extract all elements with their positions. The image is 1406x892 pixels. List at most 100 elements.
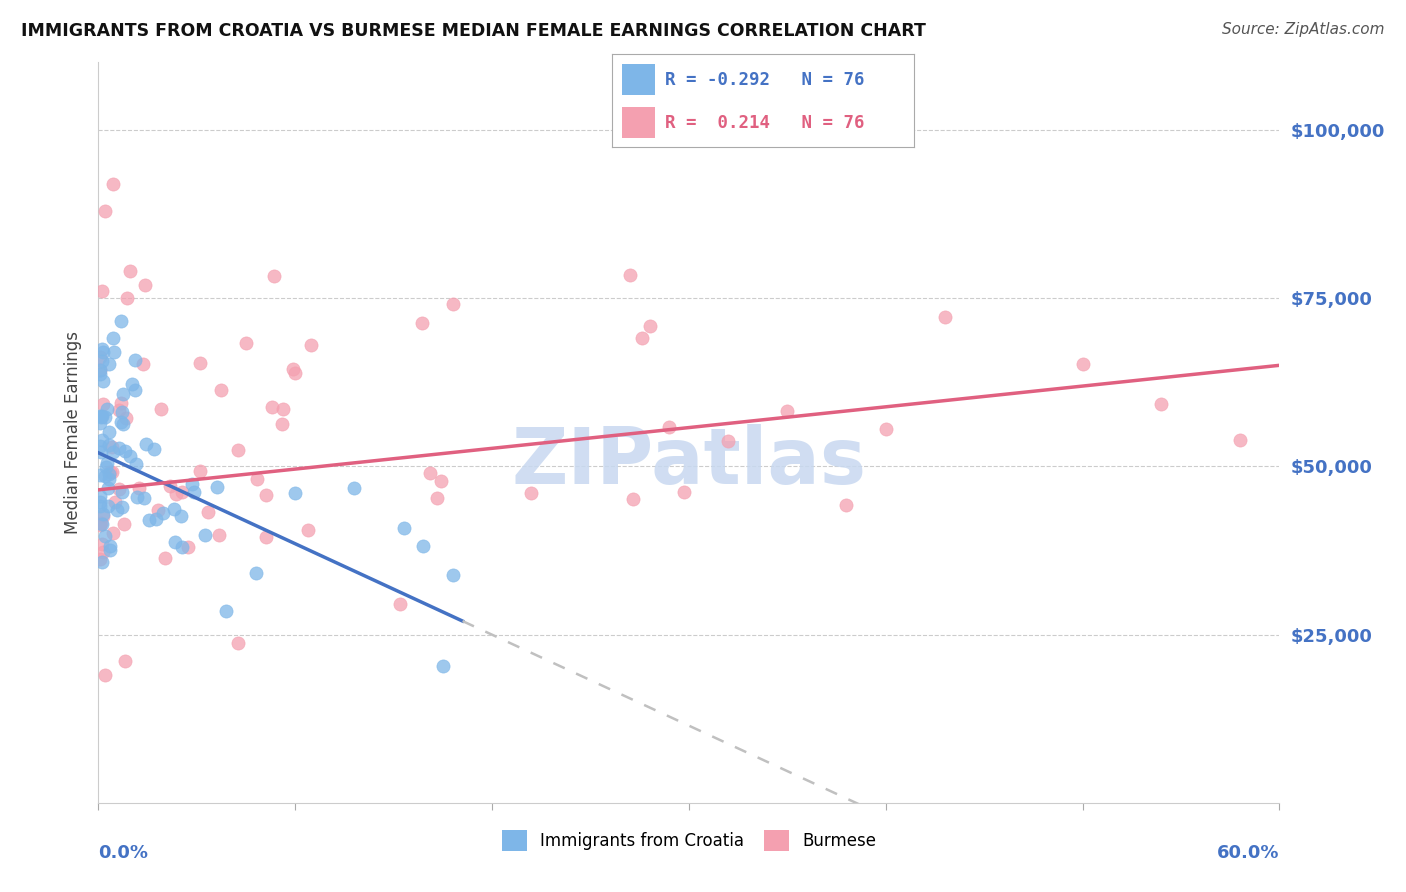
Point <box>89 363 111 377</box>
Point <box>114 517 136 532</box>
Point <box>118 450 141 464</box>
Point <box>110 485 132 500</box>
Point <box>121 376 143 391</box>
Point <box>208 528 231 542</box>
Point <box>215 604 238 618</box>
Point <box>389 598 412 612</box>
Point <box>111 405 134 419</box>
Point <box>194 528 217 542</box>
Point <box>91 508 114 523</box>
Point <box>254 531 277 545</box>
Point <box>98 539 121 553</box>
Point <box>1071 357 1094 371</box>
Point <box>103 525 125 540</box>
Point <box>118 264 141 278</box>
Point <box>124 353 146 368</box>
Point <box>94 668 117 682</box>
Point <box>392 521 415 535</box>
Point <box>205 480 228 494</box>
Point <box>94 460 117 475</box>
Point <box>101 177 124 191</box>
Point <box>91 285 114 299</box>
Bar <box>623 107 655 138</box>
Text: Source: ZipAtlas.com: Source: ZipAtlas.com <box>1222 22 1385 37</box>
Point <box>98 543 121 558</box>
Point <box>135 437 157 451</box>
Point <box>108 403 131 417</box>
Point <box>98 425 121 440</box>
Point <box>91 555 114 569</box>
Point <box>110 314 132 328</box>
Text: ZIPatlas: ZIPatlas <box>512 425 866 500</box>
Point <box>101 465 124 479</box>
Point <box>125 490 148 504</box>
Point <box>934 310 956 324</box>
Point <box>114 444 136 458</box>
Point <box>621 492 644 507</box>
Point <box>132 491 155 505</box>
Point <box>188 464 211 478</box>
Point <box>284 366 307 380</box>
Point <box>284 485 307 500</box>
Point <box>1150 396 1173 410</box>
Point <box>441 297 464 311</box>
Point <box>91 374 114 388</box>
Point <box>94 203 117 218</box>
Point <box>181 476 204 491</box>
Point <box>1229 433 1251 447</box>
Point <box>91 507 114 521</box>
Point <box>835 498 858 512</box>
Point <box>172 484 194 499</box>
Point <box>90 433 112 447</box>
Point <box>97 499 120 513</box>
Text: 60.0%: 60.0% <box>1218 844 1279 862</box>
Point <box>429 474 451 488</box>
Point <box>520 485 543 500</box>
Point <box>91 342 114 356</box>
Point <box>246 472 269 486</box>
Text: IMMIGRANTS FROM CROATIA VS BURMESE MEDIAN FEMALE EARNINGS CORRELATION CHART: IMMIGRANTS FROM CROATIA VS BURMESE MEDIA… <box>21 22 927 40</box>
Point <box>673 484 696 499</box>
Point <box>91 537 114 551</box>
Point <box>101 440 124 454</box>
Point <box>101 444 124 458</box>
Point <box>89 499 111 513</box>
Y-axis label: Median Female Earnings: Median Female Earnings <box>65 331 83 534</box>
Point <box>112 417 135 431</box>
Point <box>89 439 111 453</box>
Point <box>91 345 114 359</box>
Point <box>245 566 267 580</box>
Point <box>260 400 283 414</box>
Point <box>183 485 205 500</box>
Point <box>432 658 454 673</box>
Point <box>299 338 322 352</box>
Point <box>197 505 219 519</box>
Point <box>97 438 120 452</box>
Point <box>89 495 111 509</box>
Point <box>91 396 114 410</box>
Point <box>228 636 250 650</box>
Point <box>619 268 641 283</box>
Point <box>94 468 117 483</box>
Text: R = -0.292   N = 76: R = -0.292 N = 76 <box>665 70 865 88</box>
Point <box>134 277 156 292</box>
Point <box>146 503 169 517</box>
Point <box>97 481 120 495</box>
Point <box>776 404 799 418</box>
Bar <box>623 64 655 95</box>
Point <box>110 396 132 410</box>
Point <box>143 442 166 456</box>
Point <box>90 445 112 459</box>
Point <box>110 415 132 429</box>
Point <box>638 319 661 334</box>
Point <box>419 466 441 480</box>
Point <box>125 457 148 471</box>
Point <box>90 410 112 425</box>
Point <box>89 350 111 364</box>
Point <box>263 268 285 283</box>
Point <box>98 357 121 371</box>
Point <box>96 402 118 417</box>
Point <box>165 487 187 501</box>
Point <box>875 422 897 436</box>
Point <box>124 383 146 397</box>
